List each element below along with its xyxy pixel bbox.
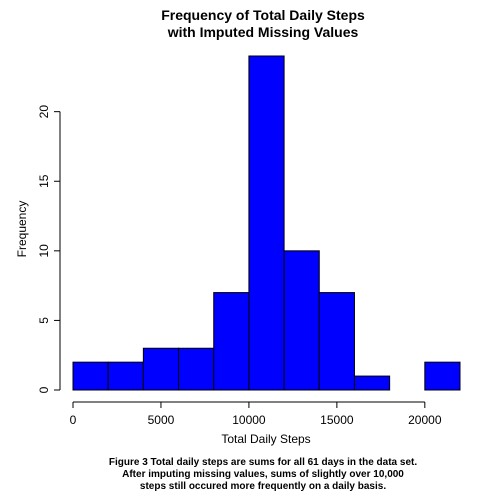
x-tick-label: 0: [70, 413, 77, 427]
y-tick-label: 15: [37, 174, 51, 188]
histogram-bar: [248, 55, 285, 391]
x-tick-label: 20000: [408, 413, 442, 427]
y-axis-label: Frequency: [15, 201, 29, 258]
chart-title: Frequency of Total Daily Steps with Impu…: [161, 7, 365, 40]
y-tick-label: 10: [37, 244, 51, 258]
y-tick-label: 5: [37, 317, 51, 324]
chart-title-line-2: with Imputed Missing Values: [167, 24, 359, 40]
x-axis-label: Total Daily Steps: [221, 432, 310, 446]
y-tick-label: 0: [37, 386, 51, 393]
caption-line-1: Figure 3 Total daily steps are sums for …: [109, 457, 417, 468]
histogram-bar: [318, 292, 355, 391]
caption-line-2: After imputing missing values, sums of s…: [122, 469, 404, 480]
caption-line-3: steps still occured more frequently on a…: [140, 481, 386, 492]
histogram-bar: [107, 361, 144, 391]
histogram-bar: [178, 347, 215, 391]
figure-caption: Figure 3 Total daily steps are sums for …: [109, 457, 417, 492]
chart-title-line-1: Frequency of Total Daily Steps: [161, 7, 365, 23]
x-tick-label: 10000: [232, 413, 266, 427]
histogram-bar: [283, 250, 320, 391]
histogram-bar: [424, 361, 461, 391]
histogram-bar: [72, 361, 109, 391]
histogram-bars: [72, 55, 461, 391]
histogram-bar: [353, 375, 391, 391]
x-tick-label: 15000: [320, 413, 354, 427]
y-axis: 0 5 10 15 20: [37, 105, 61, 393]
histogram-bar: [142, 347, 180, 391]
x-axis: 0 5000 10000 15000 20000: [70, 401, 442, 427]
y-tick-label: 20: [37, 105, 51, 119]
x-tick-label: 5000: [148, 413, 175, 427]
histogram-bar: [213, 292, 250, 391]
